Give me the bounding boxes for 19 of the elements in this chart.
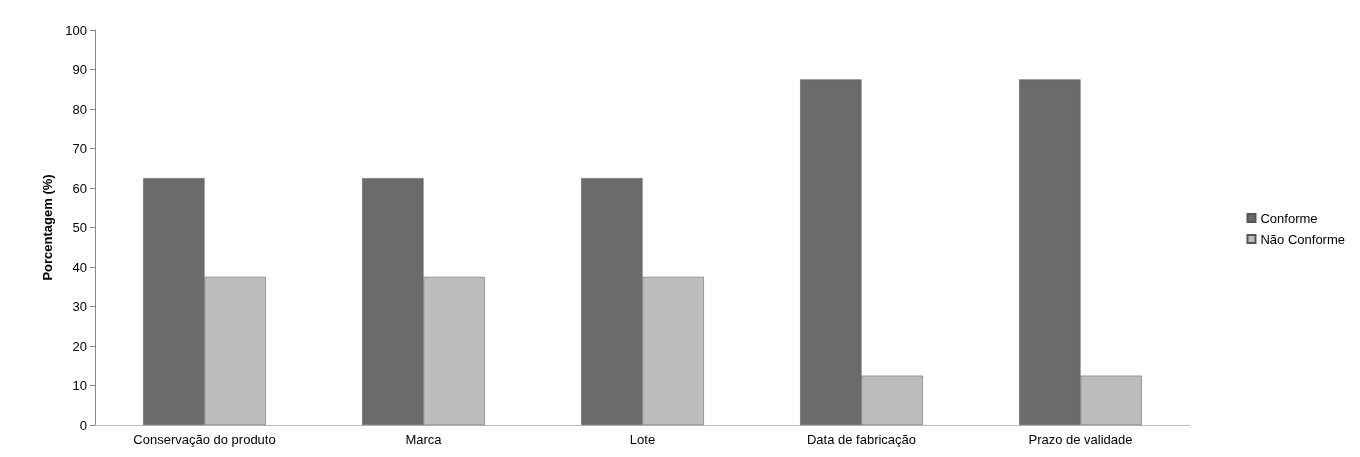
legend-label: Não Conforme — [1260, 231, 1346, 247]
x-tick-label: Marca — [405, 432, 443, 447]
y-tick-label: 30 — [72, 299, 87, 314]
y-tick-label: 10 — [72, 378, 87, 393]
y-tick-label: 90 — [72, 62, 87, 77]
x-tick-label: Lote — [629, 432, 656, 447]
legend-label: Conforme — [1260, 210, 1318, 226]
y-tick-label: 40 — [72, 259, 87, 275]
x-tick-label: Data de fabricação — [806, 432, 917, 447]
y-tick-label: 20 — [72, 338, 87, 354]
y-axis-title: Porcentagem (%) — [40, 174, 56, 281]
y-tick-label: 100 — [65, 22, 87, 38]
y-tick-label: 50 — [72, 220, 87, 235]
y-tick-label: 70 — [72, 141, 87, 156]
x-tick-label: Conservação do produto — [133, 432, 276, 447]
y-tick-label: 80 — [72, 101, 87, 117]
x-tick-label: Prazo de validade — [1028, 432, 1133, 447]
y-tick-label: 0 — [79, 417, 87, 433]
y-tick-label: 60 — [72, 180, 87, 196]
